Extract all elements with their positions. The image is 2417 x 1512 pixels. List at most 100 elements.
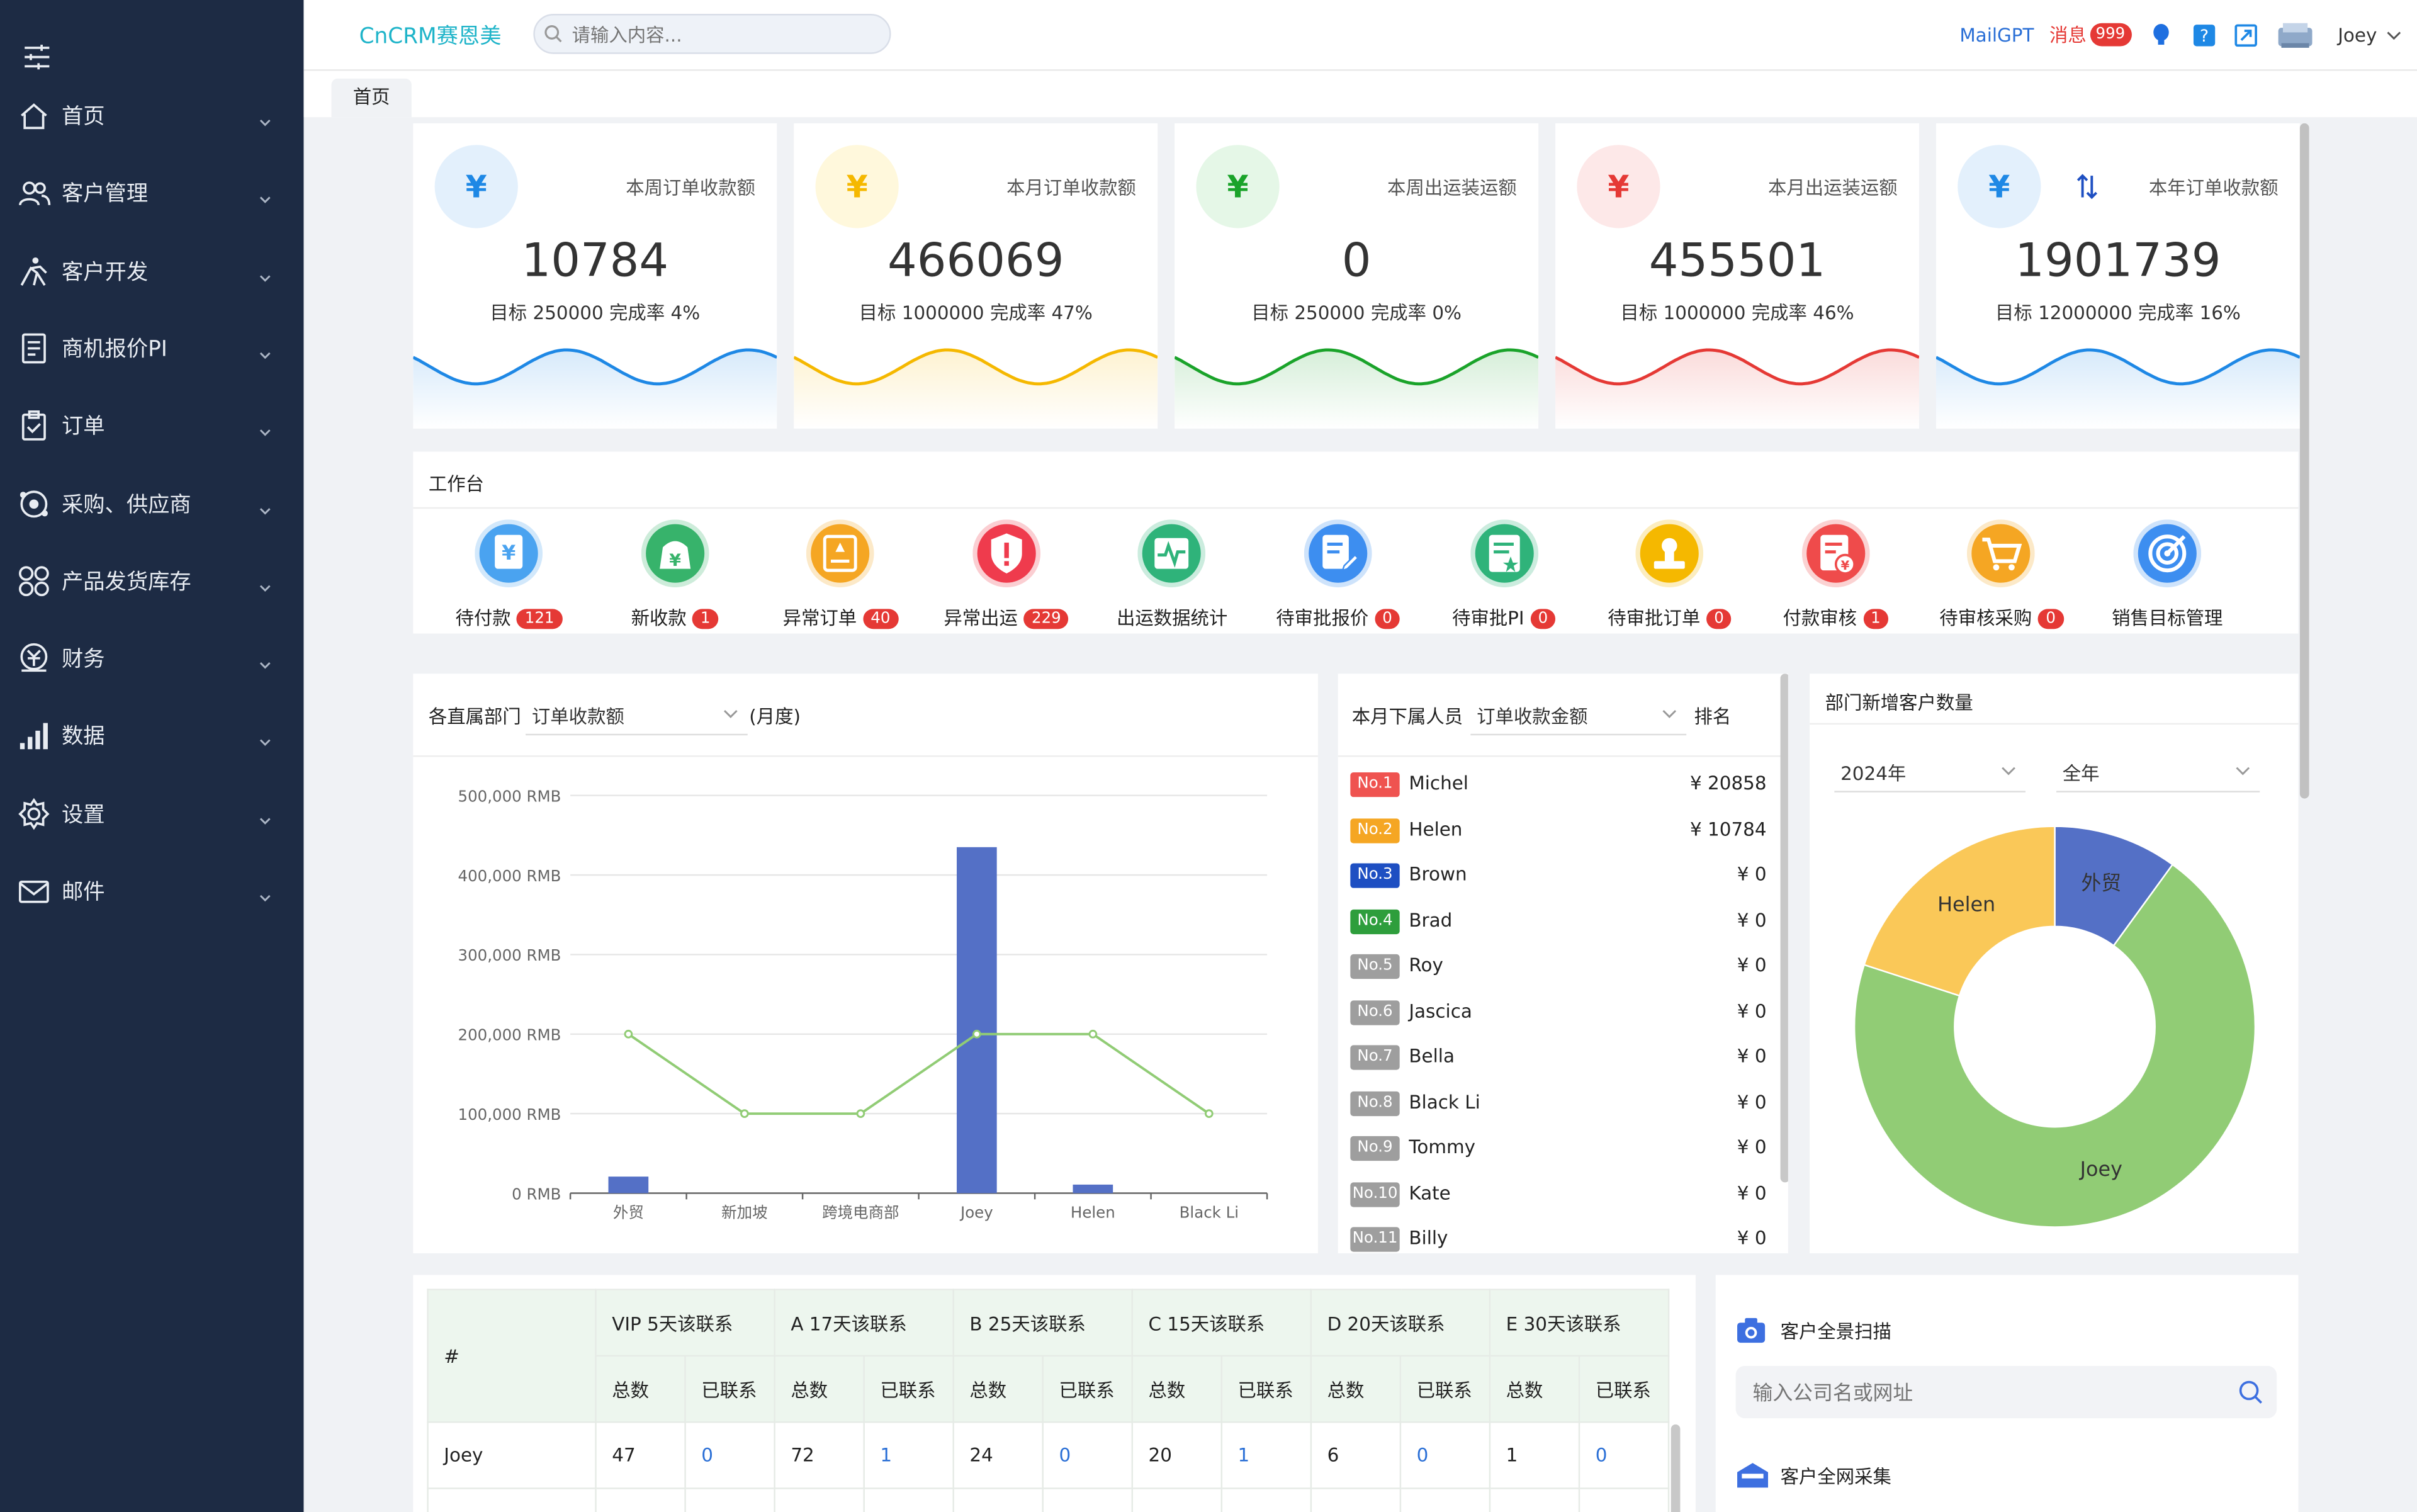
line-point-3[interactable]: [972, 1029, 981, 1039]
sidebar-item-4[interactable]: 订单: [0, 392, 303, 460]
contacted-cell[interactable]: 0: [1042, 1421, 1134, 1489]
stat-card-0: ¥ 本周订单收款额 10784 目标 250000 完成率 4%: [413, 123, 777, 429]
chevron-down-icon: [257, 263, 273, 281]
table-scrollbar[interactable]: [1670, 1424, 1681, 1512]
workbench-label-text: 待审批PI: [1451, 607, 1524, 629]
workbench-item-2[interactable]: 异常订单 40: [755, 519, 925, 635]
workbench-item-6[interactable]: 待审批PI 0: [1419, 519, 1589, 635]
sidebar-item-6[interactable]: 产品发货库存: [0, 547, 303, 615]
contacted-cell[interactable]: 0: [1578, 1421, 1670, 1489]
chevron-down-icon: [257, 495, 273, 514]
ranking-row[interactable]: No.2 Helen ¥ 10784: [1350, 811, 1767, 849]
yuan-icon: ¥: [1958, 145, 2041, 228]
sidebar-item-9[interactable]: 设置: [0, 779, 303, 847]
edit-doc-icon: [1304, 519, 1372, 588]
ranking-row[interactable]: No.7 Bella ¥ 0: [1350, 1039, 1767, 1076]
contacted-cell[interactable]: 1: [1220, 1421, 1312, 1489]
year-select[interactable]: 2024年: [1834, 751, 2025, 793]
workbench-label-text: 销售目标管理: [2112, 607, 2223, 629]
messages-link[interactable]: 消息: [2049, 25, 2087, 47]
sidebar-item-label: 订单: [61, 415, 105, 440]
donut-slice-2[interactable]: [1863, 825, 2056, 997]
mailgpt-link[interactable]: MailGPT: [1959, 23, 2034, 46]
svg-text:¥: ¥: [502, 541, 516, 565]
main-scrollbar[interactable]: [2299, 123, 2309, 799]
ranking-row[interactable]: No.8 Black Li ¥ 0: [1350, 1085, 1767, 1122]
sidebar-item-2[interactable]: 客户开发: [0, 237, 303, 305]
table-row[interactable]: Joey 47 0 72 1 24 0 20 1 6 0 1 0: [427, 1421, 1670, 1489]
contacted-header: 已联系: [1220, 1355, 1312, 1423]
stat-card-3: ¥ 本月出运装运额 455501 目标 1000000 完成率 46%: [1555, 123, 1920, 429]
brand-logo[interactable]: CnCRM赛恩美: [359, 25, 502, 50]
bar-4[interactable]: [1073, 1184, 1113, 1193]
line-point-0[interactable]: [624, 1029, 633, 1039]
ranking-row[interactable]: No.4 Brad ¥ 0: [1350, 903, 1767, 940]
sidebar-item-1[interactable]: 客户管理: [0, 159, 303, 227]
workbench-item-10[interactable]: 销售目标管理: [2083, 519, 2252, 635]
line-point-1[interactable]: [740, 1109, 749, 1119]
chevron-down-icon: [257, 108, 273, 127]
bulb-icon[interactable]: [2149, 23, 2174, 47]
stat-wave: [413, 348, 777, 429]
swap-icon[interactable]: [2075, 172, 2099, 206]
workbench-item-7[interactable]: 待审批订单 0: [1585, 519, 1754, 635]
search-input[interactable]: [568, 20, 884, 51]
home-icon: [17, 99, 51, 133]
user-chevron-down-icon[interactable]: [2386, 28, 2401, 41]
workbench-item-1[interactable]: ¥ 新收款 1: [590, 519, 759, 635]
target-line: [628, 1032, 1210, 1115]
workbench-item-9[interactable]: 待审核采购 0: [1917, 519, 2086, 635]
workbench-item-0[interactable]: ¥ 待付款 121: [424, 519, 593, 635]
ranking-row[interactable]: No.1 Michel ¥ 20858: [1350, 766, 1767, 803]
tab-home[interactable]: 首页: [331, 78, 412, 118]
user-avatar[interactable]: [2275, 22, 2315, 47]
menu-toggle-icon[interactable]: [21, 42, 52, 72]
bar-3[interactable]: [957, 847, 997, 1193]
workbench-label-text: 新收款: [631, 607, 687, 629]
period-select[interactable]: 全年: [2056, 751, 2260, 793]
sidebar-item-7[interactable]: 财务: [0, 624, 303, 692]
ranking-row[interactable]: No.3 Brown ¥ 0: [1350, 857, 1767, 894]
scan-input-box[interactable]: [1735, 1365, 2277, 1419]
scan-input[interactable]: [1749, 1378, 2219, 1409]
line-point-2[interactable]: [856, 1109, 865, 1119]
scan-search-icon[interactable]: [2238, 1380, 2263, 1404]
grid-icon: [17, 564, 51, 598]
workbench-item-label: 异常出运 229: [921, 604, 1091, 631]
workbench-item-8[interactable]: ¥ 付款审核 1: [1751, 519, 1920, 635]
sidebar-item-10[interactable]: 邮件: [0, 857, 303, 925]
dept-metric-select[interactable]: 订单收款额: [526, 694, 748, 736]
line-point-4[interactable]: [1088, 1029, 1098, 1039]
donut-slice-1[interactable]: [1853, 863, 2256, 1228]
contacted-cell[interactable]: 0: [684, 1421, 775, 1489]
tab-bar: 首页: [303, 71, 2417, 118]
sidebar-item-0[interactable]: 首页: [0, 82, 303, 150]
line-point-5[interactable]: [1204, 1109, 1214, 1119]
ranking-metric-select[interactable]: 订单收款金额: [1470, 694, 1687, 736]
count-badge: 0: [1375, 609, 1400, 629]
ranking-scrollbar[interactable]: [1780, 674, 1788, 1183]
contacted-cell[interactable]: 0: [1399, 1421, 1491, 1489]
workbench-item-4[interactable]: 出运数据统计: [1088, 519, 1257, 635]
external-link-icon[interactable]: [2233, 23, 2258, 47]
stat-wave: [794, 348, 1158, 429]
ranking-row[interactable]: No.11 Billy ¥ 0: [1350, 1221, 1767, 1253]
ranking-row[interactable]: No.5 Roy ¥ 0: [1350, 948, 1767, 985]
rank-amount: ¥ 0: [1737, 908, 1767, 930]
workbench-item-3[interactable]: 异常出运 229: [921, 519, 1091, 635]
search-box[interactable]: [533, 14, 891, 54]
bar-0[interactable]: [608, 1176, 649, 1193]
ranking-row[interactable]: No.10 Kate ¥ 0: [1350, 1175, 1767, 1212]
workbench-item-5[interactable]: 待审批报价 0: [1253, 519, 1423, 635]
sidebar-item-8[interactable]: 数据: [0, 702, 303, 770]
sidebar-item-5[interactable]: 采购、供应商: [0, 470, 303, 538]
ranking-row[interactable]: No.6 Jascica ¥ 0: [1350, 993, 1767, 1030]
rank-badge: No.7: [1350, 1045, 1400, 1070]
user-name[interactable]: Joey: [2338, 23, 2377, 46]
workbench-item-label: 待审批订单 0: [1585, 604, 1754, 631]
contacted-cell[interactable]: 1: [863, 1421, 954, 1489]
empty-cell: [863, 1487, 954, 1512]
help-icon[interactable]: ?: [2192, 23, 2216, 47]
ranking-row[interactable]: No.9 Tommy ¥ 0: [1350, 1130, 1767, 1167]
sidebar-item-3[interactable]: 商机报价PI: [0, 314, 303, 382]
